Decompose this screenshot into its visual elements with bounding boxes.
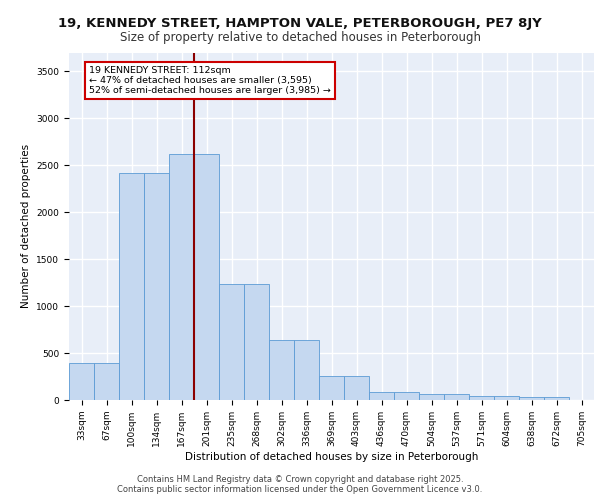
Bar — [319, 376, 344, 400]
Bar — [369, 392, 394, 400]
Bar — [294, 340, 319, 400]
Text: 19 KENNEDY STREET: 112sqm
← 47% of detached houses are smaller (3,595)
52% of se: 19 KENNEDY STREET: 112sqm ← 47% of detac… — [89, 66, 331, 96]
Bar — [444, 394, 469, 400]
Bar — [219, 284, 244, 400]
Bar — [194, 154, 219, 400]
Bar — [419, 394, 444, 400]
Bar — [469, 396, 494, 400]
Bar — [269, 340, 294, 400]
Bar — [494, 396, 519, 400]
Bar — [394, 392, 419, 400]
Bar — [344, 376, 369, 400]
Bar — [519, 396, 544, 400]
Text: Contains HM Land Registry data © Crown copyright and database right 2025.
Contai: Contains HM Land Registry data © Crown c… — [118, 474, 482, 494]
Text: 19, KENNEDY STREET, HAMPTON VALE, PETERBOROUGH, PE7 8JY: 19, KENNEDY STREET, HAMPTON VALE, PETERB… — [58, 18, 542, 30]
Bar — [144, 172, 169, 400]
X-axis label: Distribution of detached houses by size in Peterborough: Distribution of detached houses by size … — [185, 452, 478, 462]
Bar — [244, 284, 269, 400]
Bar — [169, 154, 194, 400]
Text: Size of property relative to detached houses in Peterborough: Size of property relative to detached ho… — [119, 31, 481, 44]
Bar — [94, 364, 119, 400]
Y-axis label: Number of detached properties: Number of detached properties — [21, 144, 31, 308]
Bar — [544, 396, 569, 400]
Bar — [119, 172, 144, 400]
Bar — [69, 364, 94, 400]
